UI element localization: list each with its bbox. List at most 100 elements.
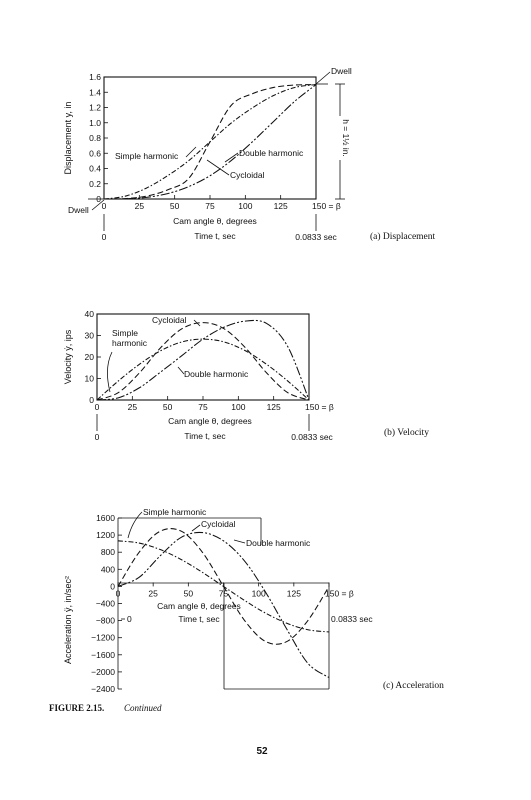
- displacement-ylabel: Displacement y, in: [63, 102, 73, 175]
- displacement-subcaption: (a) Displacement: [370, 231, 436, 242]
- displacement-xtick-label: 50: [170, 201, 180, 211]
- velocity-plot-frame: [96, 313, 310, 401]
- acceleration-ytick-label: −400: [96, 599, 115, 609]
- displacement-simple-harmonic-leader: [185, 146, 197, 158]
- velocity-double-harmonic-leader: [177, 366, 185, 375]
- displacement-cycloidal-label: Cycloidal: [230, 170, 265, 180]
- acceleration-ytick-label: −2000: [91, 667, 115, 677]
- displacement-double-harmonic-label: Double harmonic: [239, 148, 304, 158]
- velocity-xtick-label: 25: [128, 402, 138, 412]
- velocity-xtick-label: 150 = β: [305, 402, 334, 412]
- page-number: 52: [256, 746, 268, 757]
- acceleration-ytick-label: 0: [110, 581, 115, 591]
- displacement-simple-harmonic-label: Simple harmonic: [115, 151, 179, 161]
- acceleration-time-tick-end: 0.0833 sec: [331, 614, 373, 624]
- velocity-xlabel: Cam angle θ, degrees: [168, 416, 252, 426]
- acceleration-cycloidal-curve: [117, 528, 330, 645]
- h-dimension-label: h = 1½ in.: [341, 119, 351, 157]
- displacement-ytick-label: 1.2: [89, 103, 101, 113]
- displacement-ytick-label: 1.0: [89, 118, 101, 128]
- velocity-subcaption: (b) Velocity: [384, 427, 429, 438]
- displacement-time-tick-end: 0.0833 sec: [295, 232, 337, 242]
- acceleration-ytick-label: −2400: [91, 684, 115, 694]
- velocity-ytick-label: 40: [85, 309, 95, 319]
- displacement-time-label: Time t, sec: [194, 231, 236, 241]
- dwell-left-label: Dwell: [68, 205, 89, 215]
- h-dimension-gap: [334, 116, 346, 160]
- velocity-ytick-label: 0: [89, 395, 94, 405]
- velocity-time-label: Time t, sec: [184, 431, 226, 441]
- acceleration-ytick-label: −1200: [91, 633, 115, 643]
- velocity-cycloidal-label: Cycloidal: [152, 315, 187, 325]
- displacement-plot-frame: [103, 76, 317, 200]
- velocity-xtick-label: 100: [231, 402, 245, 412]
- displacement-xtick-label: 0: [102, 201, 107, 211]
- velocity-time-tick-start: 0: [95, 432, 100, 442]
- displacement-xtick-label: 75: [205, 201, 215, 211]
- velocity-chart: 0 10 20 30 40 0 25 50 75 100 125 150 = β Velocity …: [63, 309, 429, 442]
- acceleration-chart: 160012008004000−400−800−1200−1600−2000−2…: [63, 507, 444, 694]
- velocity-xtick-label: 50: [163, 402, 173, 412]
- displacement-double-harmonic-curve: [103, 84, 317, 200]
- acceleration-ytick-label: −1600: [91, 650, 115, 660]
- displacement-ytick-label: 0.2: [89, 179, 101, 189]
- acceleration-ylabel: Acceleration ÿ, in/sec²: [63, 576, 73, 664]
- acceleration-ytick-label: 800: [101, 547, 115, 557]
- acceleration-cycloidal-label: Cycloidal: [201, 519, 236, 529]
- displacement-chart: 0 0.2 0.4 0.6 0.8 1.0 1.2 1.4 1.6 0 25 50 75 100 125 1…: [63, 66, 436, 242]
- velocity-ytick-label: 30: [85, 331, 95, 341]
- acceleration-double-harmonic-leader: [233, 539, 246, 544]
- acceleration-simple-harmonic-leader: [127, 511, 143, 539]
- velocity-xtick-label: 0: [95, 402, 100, 412]
- acceleration-xtick-label: 100: [252, 588, 266, 598]
- acceleration-time-label: Time t, sec: [178, 614, 220, 624]
- dwell-right-label: Dwell: [331, 66, 352, 76]
- displacement-cycloidal-leader: [206, 159, 230, 176]
- velocity-time-tick-end: 0.0833 sec: [291, 432, 333, 442]
- displacement-xtick-label: 150 = β: [312, 201, 341, 211]
- acceleration-xtick-label: 50: [184, 588, 194, 598]
- acceleration-ytick-label: 400: [101, 564, 115, 574]
- displacement-xlabel: Cam angle θ, degrees: [173, 216, 257, 226]
- velocity-xtick-label: 75: [198, 402, 208, 412]
- acceleration-double-harmonic-label: Double harmonic: [246, 538, 311, 548]
- acceleration-ytick-label: 1200: [96, 530, 115, 540]
- acceleration-subcaption: (c) Acceleration: [383, 680, 444, 691]
- velocity-simple-harmonic-leader: [107, 351, 113, 393]
- velocity-simple-harmonic-curve: [96, 338, 310, 401]
- acceleration-xtick-label: 0: [116, 588, 121, 598]
- displacement-double-harmonic-leader: [224, 152, 239, 163]
- displacement-xtick-label: 25: [135, 201, 145, 211]
- acceleration-xlabel: Cam angle θ, degrees: [157, 601, 241, 611]
- acceleration-xtick-label: 75: [219, 588, 229, 598]
- displacement-ytick-label: 1.4: [89, 87, 101, 97]
- displacement-ytick-label: 0.8: [89, 133, 101, 143]
- acceleration-xtick-label: 150 = β: [325, 588, 354, 598]
- displacement-xtick-label: 125: [274, 201, 288, 211]
- displacement-ytick-label: 1.6: [89, 72, 101, 82]
- displacement-ytick-label: 0.4: [89, 164, 101, 174]
- acceleration-xtick-label: 125: [287, 588, 301, 598]
- figure-caption-label: FIGURE 2.15.: [49, 703, 104, 713]
- velocity-ytick-label: 10: [85, 374, 95, 384]
- acceleration-xtick-label: 25: [148, 588, 158, 598]
- velocity-ylabel: Velocity ẏ, ips: [63, 329, 73, 384]
- velocity-cycloidal-curve: [96, 322, 310, 401]
- acceleration-double-harmonic-curve: [117, 531, 330, 678]
- velocity-double-harmonic-label: Double harmonic: [184, 369, 249, 379]
- velocity-ytick-label: 20: [85, 352, 95, 362]
- displacement-cycloidal-curve: [103, 84, 317, 200]
- acceleration-ytick-label: 1600: [96, 513, 115, 523]
- figure-caption-suffix: Continued: [124, 703, 162, 713]
- acceleration-ytick-label: −800: [96, 616, 115, 626]
- velocity-simple-harmonic-label: Simple harmonic: [112, 328, 147, 348]
- displacement-ytick-label: 0.6: [89, 148, 101, 158]
- acceleration-time-tick-start: 0: [127, 614, 132, 624]
- acceleration-simple-harmonic-label: Simple harmonic: [143, 507, 207, 517]
- acceleration-cycloidal-leader: [191, 524, 201, 532]
- dwell-left-leader: [91, 199, 105, 211]
- velocity-xtick-label: 125: [267, 402, 281, 412]
- displacement-time-tick-start: 0: [102, 232, 107, 242]
- velocity-cycloidal-leader: [193, 319, 201, 327]
